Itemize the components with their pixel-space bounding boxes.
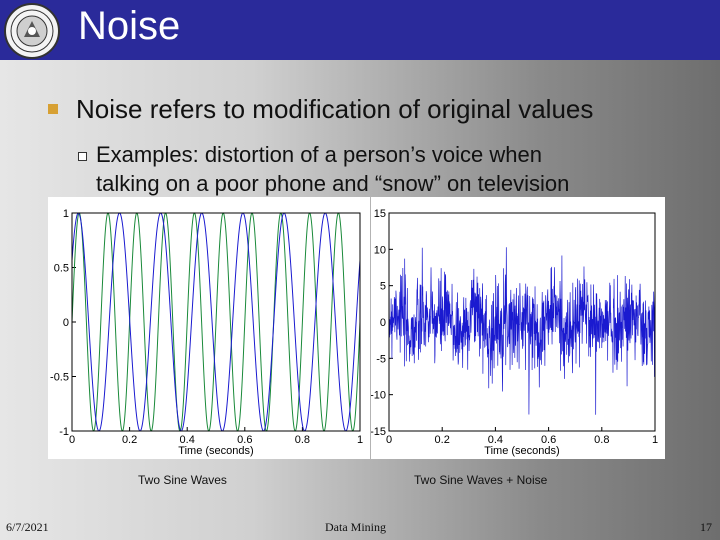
noisy-sine-waves-plot-panel: 0 0.2 0.4 0.6 0.8 1 -15 -10 -5 0 5 10 15 Time (second… [370,197,665,459]
caption-two-sine-waves-noise: Two Sine Waves + Noise [414,473,548,487]
x-tick-label: 0.4 [488,434,503,446]
x-tick-label: 0.2 [122,434,137,446]
x-tick-label: 0.6 [541,434,556,446]
x-tick-label: 0.4 [180,434,195,446]
sine-waves-plot-panel: 0 0.2 0.4 0.6 0.8 1 -1 -0.5 0 0.5 1 Time (seconds) [48,197,370,459]
sub-bullet-line-1: Examples: distortion of a person’s voice… [96,142,542,167]
y-tick-label: 1 [63,208,69,220]
y-tick-label: -5 [376,353,386,365]
x-tick-label: 0 [386,434,392,446]
y-tick-label: 15 [374,208,386,220]
page-title: Noise [78,4,181,48]
plot-frame [71,212,361,432]
y-tick-label: 10 [374,244,386,256]
x-tick-label: 0.2 [435,434,450,446]
university-seal-icon [4,3,60,59]
x-tick-label: 0.6 [237,434,252,446]
sub-bullet-line-2: talking on a poor phone and “snow” on te… [96,171,570,196]
sine-waves-chart: 0 0.2 0.4 0.6 0.8 1 -1 -0.5 0 0.5 1 Time (seconds) [50,208,363,457]
x-axis-label: Time (seconds) [484,445,559,457]
x-tick-label: 1 [652,434,658,446]
y-tick-label: 0.5 [54,263,69,275]
caption-two-sine-waves: Two Sine Waves [138,473,227,487]
x-tick-label: 0 [69,434,75,446]
x-tick-label: 0.8 [295,434,310,446]
y-tick-label: -1 [59,426,69,438]
y-tick-label: 0 [380,317,386,329]
y-tick-label: -15 [371,426,386,438]
plot-frame [388,212,656,432]
y-tick-label: 0 [63,317,69,329]
x-tick-label: 1 [357,434,363,446]
noisy-series-line [388,237,656,415]
title-bar: Noise [0,0,720,60]
main-bullet-text: Noise refers to modification of original… [76,94,594,124]
y-tick-label: -0.5 [50,372,69,384]
x-tick-label: 0.8 [594,434,609,446]
x-axis-label: Time (seconds) [178,445,253,457]
footer-course-title: Data Mining [325,520,386,534]
series-line-1 [71,212,361,432]
footer-date: 6/7/2021 [6,520,49,534]
noisy-sine-waves-chart: 0 0.2 0.4 0.6 0.8 1 -15 -10 -5 0 5 10 15 Time (second… [370,208,658,457]
footer-page-number: 17 [700,520,712,534]
bullet-marker [48,104,58,114]
sub-bullet-text: Examples: distortion of a person’s voice… [96,140,716,198]
y-tick-label: -10 [371,390,386,402]
sub-bullet-marker [78,152,87,161]
y-tick-label: 5 [380,281,386,293]
